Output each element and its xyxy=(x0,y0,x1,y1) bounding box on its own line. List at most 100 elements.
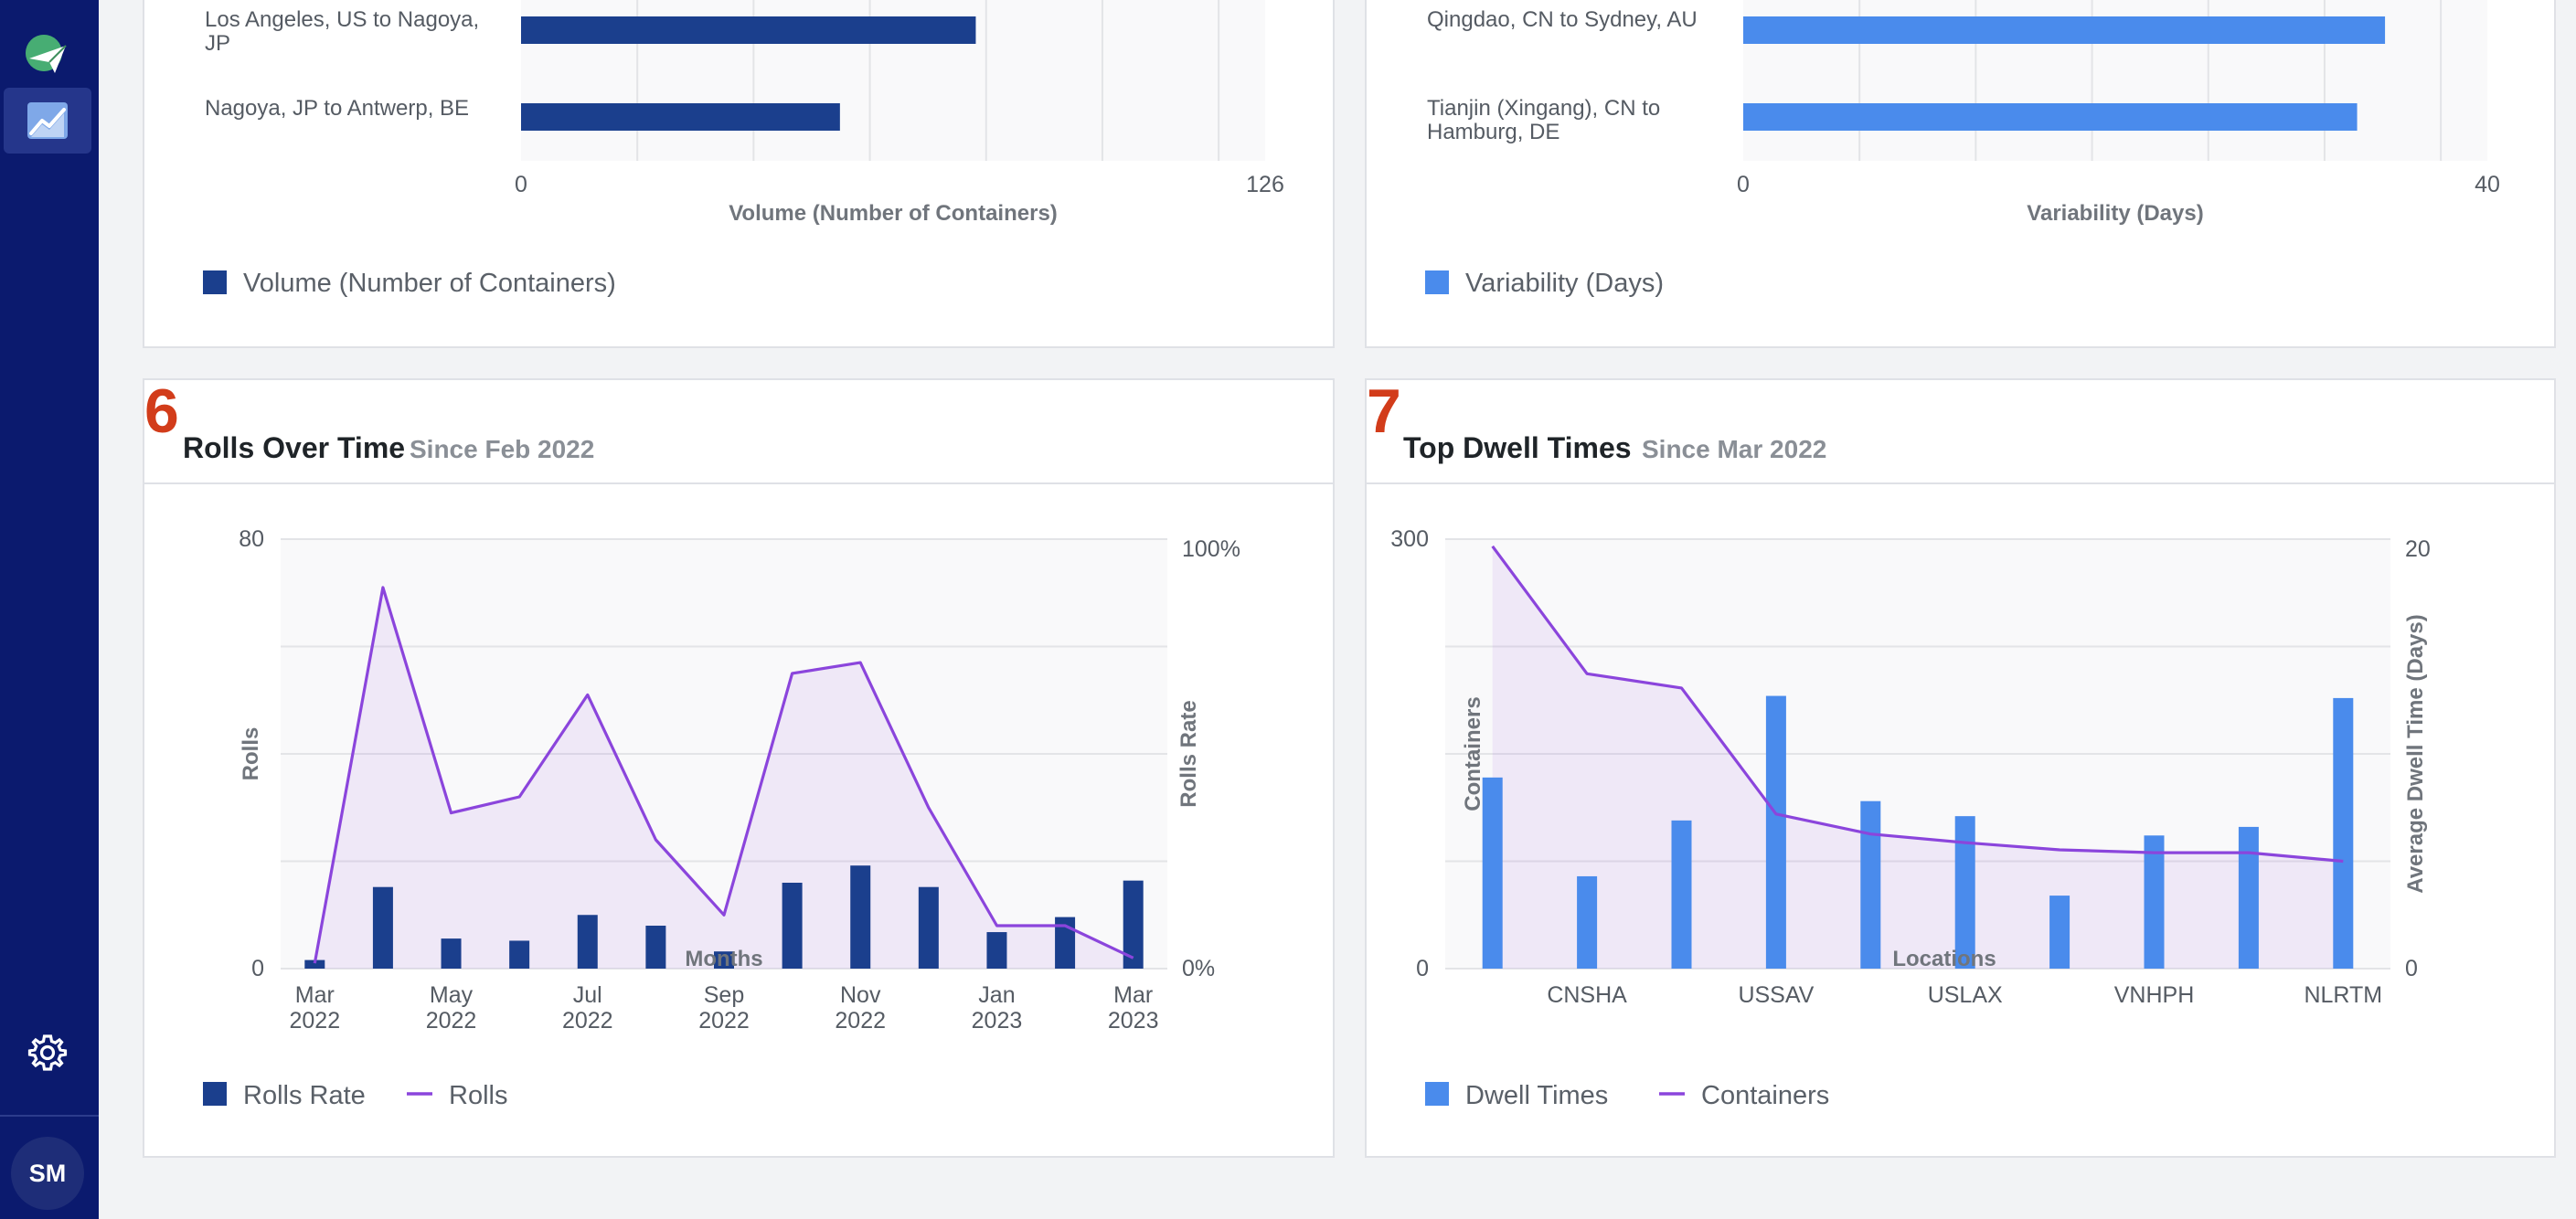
y-right-tick: 100% xyxy=(1182,536,1240,562)
x-tick-label: Mar xyxy=(1113,982,1153,1008)
x-tick-label: Nov xyxy=(840,982,881,1008)
x-tick-label: 2022 xyxy=(698,1008,750,1034)
bar xyxy=(1123,880,1144,969)
line-area xyxy=(314,587,1134,969)
y-right-tick: 0% xyxy=(1182,956,1215,981)
bar xyxy=(1743,103,2358,131)
category-label: JP xyxy=(205,31,230,56)
card-header: 6 Rolls Over Time Since Feb 2022 xyxy=(144,380,1333,484)
x-tick-label: 0 xyxy=(515,172,527,197)
paper-plane-logo-icon[interactable] xyxy=(22,31,77,80)
bar xyxy=(2144,835,2165,969)
x-tick-label: 2022 xyxy=(426,1008,477,1034)
bar xyxy=(577,915,598,969)
legend-label-line: Rolls xyxy=(449,1081,507,1110)
bar xyxy=(372,886,393,969)
sidebar-divider xyxy=(0,1115,99,1117)
x-axis-label: Locations xyxy=(1892,947,1996,971)
category-label: Tianjin (Xingang), CN to xyxy=(1427,96,1660,121)
analytics-nav-item[interactable] xyxy=(4,88,91,154)
x-tick-label: 0 xyxy=(1737,172,1750,197)
bar xyxy=(1055,917,1076,969)
card-number: 7 xyxy=(1367,376,1401,446)
y-left-axis-label: Rolls xyxy=(239,727,263,781)
x-tick-label: USSAV xyxy=(1738,982,1814,1008)
bar xyxy=(918,886,939,969)
variability-card: Qingdao, CN to Sydney, AU Tianjin (Xingan… xyxy=(1365,0,2556,348)
bar xyxy=(782,883,803,969)
x-tick-label: Jan xyxy=(978,982,1015,1008)
volume-chart: Los Angeles, US to Nagoya,JP Nagoya, JP t… xyxy=(203,0,1284,298)
card-title: Top Dwell Times xyxy=(1403,431,1632,464)
x-tick-label: 40 xyxy=(2475,172,2500,197)
category-label: Los Angeles, US to Nagoya, xyxy=(205,7,479,32)
dwell-chart: 300 0 20 0 Containers Average Dwell Time (Day… xyxy=(1390,526,2431,1110)
legend-label: Variability (Days) xyxy=(1465,269,1664,298)
rolls-over-time-card: 6 Rolls Over Time Since Feb 2022 80 0 100%… xyxy=(143,378,1335,1158)
bar xyxy=(714,951,734,969)
line-area xyxy=(1492,546,2344,969)
bar xyxy=(509,940,530,969)
x-tick-label: Mar xyxy=(295,982,335,1008)
card-subtitle: Since Mar 2022 xyxy=(1642,435,1827,463)
settings-button[interactable] xyxy=(27,1033,68,1073)
legend-swatch-bar xyxy=(1425,1082,1449,1106)
x-tick-label: CNSHA xyxy=(1547,982,1627,1008)
variability-chart: Qingdao, CN to Sydney, AU Tianjin (Xingan… xyxy=(1425,0,2500,298)
y-left-tick: 0 xyxy=(251,956,264,981)
avatar[interactable]: SM xyxy=(11,1137,84,1210)
x-axis-label: Months xyxy=(685,947,762,971)
top-dwell-times-card: 7 Top Dwell Times Since Mar 2022 300 0 20 0… xyxy=(1365,378,2556,1158)
x-tick-label: Jul xyxy=(573,982,602,1008)
bar xyxy=(850,865,871,969)
card-header: 7 Top Dwell Times Since Mar 2022 xyxy=(1367,380,2554,484)
x-tick-label: NLRTM xyxy=(2304,982,2382,1008)
gear-icon xyxy=(27,1034,68,1071)
card-title: Rolls Over Time xyxy=(183,431,406,464)
y-right-tick: 20 xyxy=(2405,536,2431,562)
bar xyxy=(1577,875,1598,969)
series-line xyxy=(313,586,1134,964)
x-tick-label: 2022 xyxy=(289,1008,340,1034)
bar xyxy=(304,959,325,969)
x-tick-label: USLAX xyxy=(1928,982,2003,1008)
legend-swatch xyxy=(203,270,227,294)
x-tick-label: 2022 xyxy=(835,1008,886,1034)
y-right-axis-label: Rolls Rate xyxy=(1176,700,1201,807)
x-tick-label: VNHPH xyxy=(2114,982,2195,1008)
card-subtitle: Since Feb 2022 xyxy=(410,435,595,463)
x-tick-label: 2023 xyxy=(972,1008,1023,1034)
bar xyxy=(1482,777,1503,969)
category-label: Qingdao, CN to Sydney, AU xyxy=(1427,7,1698,32)
category-label: Nagoya, JP to Antwerp, BE xyxy=(205,96,469,121)
bar xyxy=(1765,695,1786,969)
x-axis-label: Volume (Number of Containers) xyxy=(729,201,1058,226)
y-right-tick: 0 xyxy=(2405,956,2418,981)
legend-swatch xyxy=(1425,270,1449,294)
x-axis-label: Variability (Days) xyxy=(2027,201,2203,226)
bar xyxy=(1860,800,1881,969)
y-left-tick: 80 xyxy=(239,526,264,552)
bar xyxy=(986,932,1007,969)
legend-label: Volume (Number of Containers) xyxy=(243,269,616,298)
y-left-tick: 0 xyxy=(1416,956,1429,981)
legend-swatch-bar xyxy=(203,1082,227,1106)
bar xyxy=(521,103,840,131)
bar xyxy=(1743,16,2386,44)
y-left-axis-label: Containers xyxy=(1461,696,1485,811)
series-line xyxy=(1491,545,2344,864)
y-right-axis-label: Average Dwell Time (Days) xyxy=(2403,614,2428,893)
x-tick-label: 2022 xyxy=(562,1008,613,1034)
bar xyxy=(2049,896,2070,969)
volume-card: Los Angeles, US to Nagoya, JP Nagoya, JP t… xyxy=(143,0,1335,348)
x-tick-label: 2023 xyxy=(1108,1008,1159,1034)
sidebar: SM xyxy=(0,0,99,1219)
bar xyxy=(1954,816,1975,969)
legend-label-bar: Dwell Times xyxy=(1465,1081,1608,1110)
bar xyxy=(2333,697,2354,969)
bar xyxy=(441,938,462,969)
x-tick-label: Sep xyxy=(704,982,744,1008)
x-tick-label: May xyxy=(430,982,474,1008)
legend-label-line: Containers xyxy=(1701,1081,1829,1110)
